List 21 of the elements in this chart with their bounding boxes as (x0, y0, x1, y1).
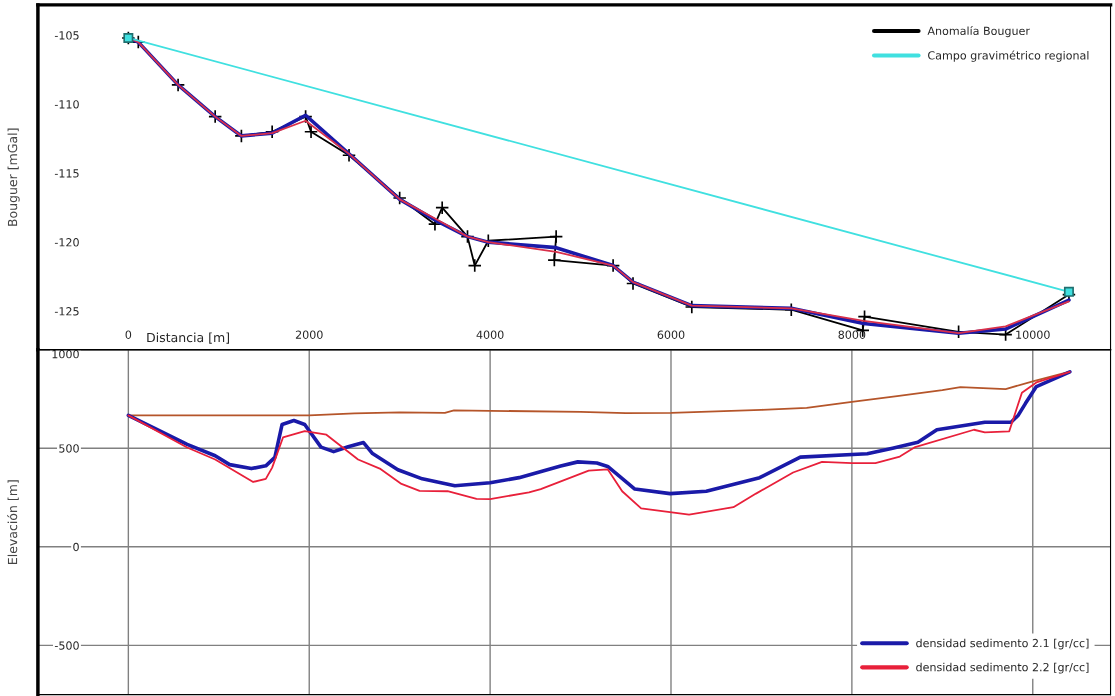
y-tick-label: 1000 (52, 349, 79, 359)
legend-label: densidad sedimento 2.2 [gr/cc] (916, 662, 1089, 674)
y-tick-label: -115 (54, 169, 79, 178)
y-tick-label: 500 (59, 444, 79, 453)
legend-label: Campo gravimétrico regional (928, 50, 1089, 62)
y-tick-label: -500 (54, 641, 79, 650)
x-tick-label: 10000 (1016, 330, 1050, 339)
x-tick-label: 6000 (657, 330, 685, 339)
y-tick-label: -110 (54, 100, 79, 109)
x-tick-label: 0 (125, 330, 132, 339)
y-tick-label: 0 (73, 542, 79, 552)
legend-label: densidad sedimento 2.1 [gr/cc] (916, 638, 1089, 650)
y-tick-label: -105 (54, 31, 79, 40)
y-axis-title: Elevación [m] (7, 480, 19, 564)
y-axis-title: Bouguer [mGal] (7, 128, 20, 226)
legend-label: Anomalía Bouguer (927, 25, 1030, 38)
x-tick-label: 2000 (295, 330, 323, 339)
x-axis-title: Distancia [m] (147, 332, 230, 344)
y-tick-label: -120 (54, 238, 79, 247)
x-tick-label: 4000 (476, 330, 504, 339)
y-tick-label: -125 (54, 307, 79, 316)
